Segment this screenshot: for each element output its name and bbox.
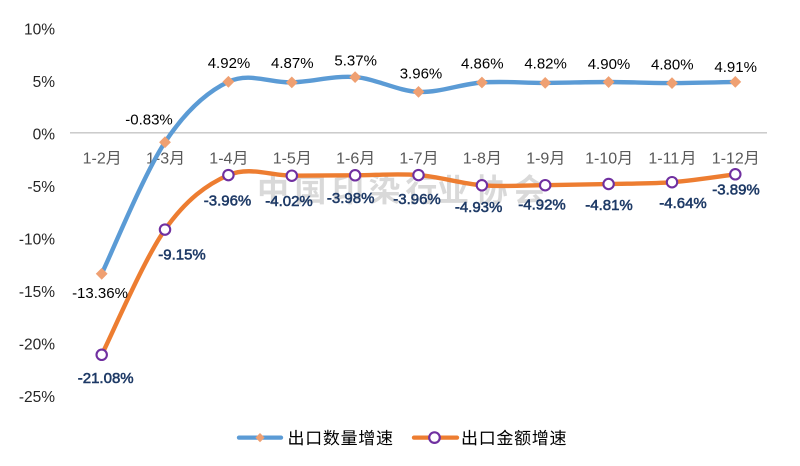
svg-text:1-2: 1-2 [83, 150, 106, 167]
svg-text:-4.02%: -4.02% [265, 193, 313, 210]
svg-text:-3.98%: -3.98% [327, 190, 375, 207]
svg-text:1-7: 1-7 [399, 150, 422, 167]
svg-text:3.96%: 3.96% [400, 65, 443, 82]
svg-text:1-4: 1-4 [209, 150, 232, 167]
svg-text:10%: 10% [24, 21, 55, 38]
svg-text:1-11: 1-11 [648, 150, 679, 167]
svg-text:4.92%: 4.92% [208, 55, 251, 72]
svg-text:5%: 5% [33, 74, 56, 91]
svg-text:-10%: -10% [19, 231, 55, 248]
svg-text:1-9: 1-9 [526, 150, 549, 167]
svg-text:5.37%: 5.37% [334, 53, 377, 70]
svg-text:4.86%: 4.86% [461, 55, 504, 72]
svg-text:-25%: -25% [19, 389, 55, 406]
svg-text:1-5: 1-5 [273, 150, 296, 167]
svg-text:-4.92%: -4.92% [518, 197, 566, 214]
svg-text:-3.96%: -3.96% [204, 193, 252, 210]
svg-text:4.87%: 4.87% [271, 55, 314, 72]
svg-text:1-8: 1-8 [463, 150, 486, 167]
svg-text:4.82%: 4.82% [524, 56, 567, 73]
svg-text:-21.08%: -21.08% [78, 370, 134, 387]
svg-text:-4.81%: -4.81% [585, 197, 633, 214]
svg-text:-15%: -15% [19, 284, 55, 301]
svg-text:4.80%: 4.80% [651, 57, 694, 74]
svg-text:0%: 0% [33, 126, 56, 143]
svg-text:-9.15%: -9.15% [158, 247, 206, 264]
svg-text:-20%: -20% [19, 336, 55, 353]
svg-text:4.90%: 4.90% [588, 56, 631, 73]
svg-text:-4.64%: -4.64% [659, 195, 707, 212]
svg-text:-4.93%: -4.93% [455, 199, 503, 216]
svg-text:-13.36%: -13.36% [72, 285, 128, 302]
svg-text:-0.83%: -0.83% [125, 112, 173, 129]
svg-text:1-6: 1-6 [336, 150, 359, 167]
svg-text:4.91%: 4.91% [714, 59, 757, 76]
svg-text:-5%: -5% [27, 179, 55, 196]
svg-text:-3.96%: -3.96% [393, 191, 441, 208]
svg-text:-3.89%: -3.89% [712, 182, 760, 199]
svg-text:1-12: 1-12 [712, 150, 744, 167]
svg-text:1-10: 1-10 [585, 150, 617, 167]
